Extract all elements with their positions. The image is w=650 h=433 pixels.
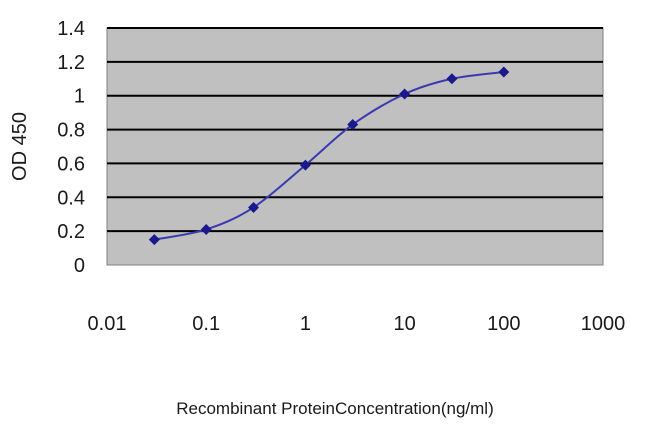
- x-tick-label: 1: [300, 313, 311, 335]
- y-tick-labels: 0 0.2 0.4 0.6 0.8 1 1.2 1.4: [57, 18, 85, 277]
- y-axis-label: OD 450: [9, 112, 31, 181]
- x-tick-label: 0.01: [88, 313, 127, 335]
- data-point: [299, 159, 311, 171]
- data-point: [446, 73, 458, 85]
- y-tick-label: 0.6: [57, 153, 85, 175]
- y-tick-label: 0.4: [57, 187, 85, 209]
- x-tick-label: 100: [487, 313, 520, 335]
- data-point: [399, 88, 411, 100]
- data-point: [347, 118, 359, 130]
- data-point: [248, 201, 260, 213]
- x-axis-label: Recombinant ProteinConcentration(ng/ml): [176, 399, 494, 418]
- x-tick-labels: 0.01 0.1 1 10 100 1000: [88, 313, 626, 335]
- x-tick-label: 1000: [581, 313, 626, 335]
- y-tick-label: 1.2: [57, 52, 85, 74]
- series-line: [154, 71, 504, 241]
- data-point: [148, 234, 160, 246]
- y-tick-label: 0: [74, 255, 85, 277]
- data-point: [200, 223, 212, 235]
- y-tick-label: 1: [74, 86, 85, 108]
- y-tick-label: 1.4: [57, 18, 85, 40]
- plot-area: [106, 27, 604, 266]
- grid-lines: [107, 27, 603, 233]
- y-tick-label: 0.2: [57, 221, 85, 243]
- x-tick-label: 0.1: [192, 313, 220, 335]
- x-tick-label: 10: [393, 313, 415, 335]
- data-point: [498, 66, 510, 78]
- data-points: [148, 66, 510, 246]
- y-tick-label: 0.8: [57, 120, 85, 142]
